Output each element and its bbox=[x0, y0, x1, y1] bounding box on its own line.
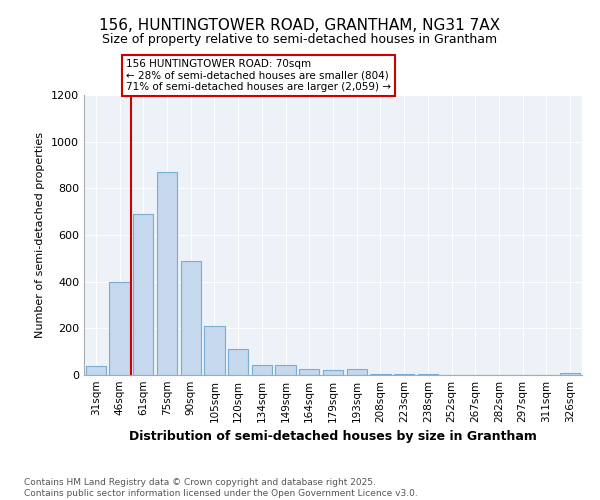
Bar bbox=[133, 214, 154, 375]
Bar bbox=[228, 350, 248, 375]
Bar bbox=[275, 364, 296, 375]
Bar bbox=[323, 370, 343, 375]
Bar bbox=[86, 366, 106, 375]
Bar bbox=[181, 260, 201, 375]
Y-axis label: Number of semi-detached properties: Number of semi-detached properties bbox=[35, 132, 46, 338]
Bar bbox=[418, 374, 438, 375]
Text: 156, HUNTINGTOWER ROAD, GRANTHAM, NG31 7AX: 156, HUNTINGTOWER ROAD, GRANTHAM, NG31 7… bbox=[100, 18, 500, 32]
Bar bbox=[370, 374, 391, 375]
Bar bbox=[205, 326, 224, 375]
X-axis label: Distribution of semi-detached houses by size in Grantham: Distribution of semi-detached houses by … bbox=[129, 430, 537, 444]
Text: Size of property relative to semi-detached houses in Grantham: Size of property relative to semi-detach… bbox=[103, 32, 497, 46]
Bar bbox=[252, 364, 272, 375]
Bar bbox=[157, 172, 177, 375]
Bar bbox=[299, 369, 319, 375]
Bar bbox=[347, 369, 367, 375]
Bar bbox=[394, 374, 414, 375]
Bar bbox=[560, 373, 580, 375]
Bar bbox=[109, 282, 130, 375]
Text: 156 HUNTINGTOWER ROAD: 70sqm
← 28% of semi-detached houses are smaller (804)
71%: 156 HUNTINGTOWER ROAD: 70sqm ← 28% of se… bbox=[127, 59, 391, 92]
Text: Contains HM Land Registry data © Crown copyright and database right 2025.
Contai: Contains HM Land Registry data © Crown c… bbox=[24, 478, 418, 498]
